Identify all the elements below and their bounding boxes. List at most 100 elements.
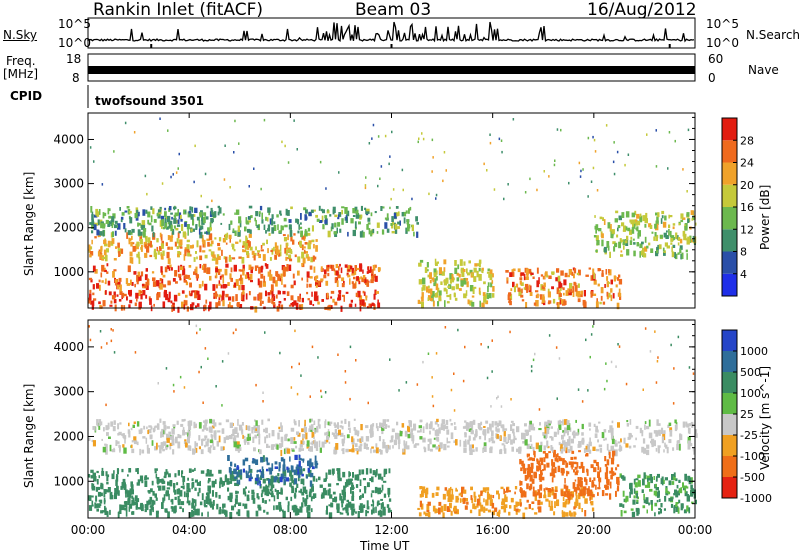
noise-left-tick-top: 10^5 — [58, 17, 91, 31]
power-echo — [483, 162, 485, 166]
power-echo — [118, 299, 122, 302]
velocity-echo — [167, 434, 170, 440]
power-echo — [392, 188, 395, 191]
power-echo — [662, 221, 667, 228]
power-echo — [179, 239, 183, 246]
power-echo — [377, 135, 380, 138]
power-echo — [275, 245, 279, 252]
power-echo — [573, 273, 575, 279]
velocity-echo — [567, 430, 569, 436]
velocity-echo — [284, 434, 287, 442]
velocity-echo — [342, 448, 345, 455]
velocity-echo — [626, 420, 629, 423]
power-echo — [260, 266, 263, 273]
power-echo — [608, 269, 610, 274]
velocity-echo — [565, 427, 568, 434]
velocity-echo — [690, 421, 694, 425]
power-echo — [178, 212, 182, 220]
velocity-echo — [246, 494, 250, 502]
velocity-echo — [658, 507, 662, 510]
velocity-echo — [574, 512, 577, 515]
power-echo — [215, 272, 218, 278]
power-echo — [167, 280, 171, 286]
velocity-echo — [148, 499, 152, 505]
power-echo — [161, 219, 165, 226]
velocity-echo — [159, 479, 162, 483]
velocity-echo — [422, 486, 426, 494]
velocity-echo — [570, 493, 573, 497]
velocity-echo — [173, 508, 176, 514]
power-echo — [272, 276, 276, 284]
power-echo — [338, 290, 342, 293]
velocity-echo — [218, 435, 221, 443]
power-echo — [250, 276, 252, 280]
power-echo — [117, 223, 121, 230]
power-echo — [456, 277, 460, 282]
velocity-echo — [655, 430, 659, 437]
power-echo — [267, 296, 270, 303]
velocity-echo — [176, 420, 179, 425]
velocity-echo — [510, 497, 514, 503]
velocity-echo — [349, 478, 353, 481]
velocity-echo — [379, 509, 382, 513]
velocity-echo — [375, 423, 378, 429]
velocity-echo — [115, 440, 118, 446]
power-echo — [163, 291, 167, 298]
velocity-echo — [346, 503, 350, 507]
velocity-echo — [161, 442, 164, 449]
velocity-echo — [657, 447, 660, 454]
power-echo — [321, 299, 324, 302]
power-echo — [435, 275, 438, 281]
nave-label: Nave — [748, 63, 779, 77]
velocity-echo — [310, 496, 313, 502]
power-echo — [89, 251, 94, 256]
velocity-echo — [116, 474, 118, 477]
velocity-echo — [649, 350, 652, 353]
power-echo — [244, 243, 248, 250]
power-echo — [590, 180, 593, 183]
power-echo — [427, 288, 432, 294]
velocity-echo — [558, 423, 562, 430]
velocity-echo — [311, 462, 314, 468]
velocity-echo — [233, 468, 237, 475]
power-echo — [262, 281, 266, 287]
freq-frame — [87, 53, 696, 82]
power-echo — [184, 210, 187, 214]
power-echo — [306, 291, 309, 295]
velocity-echo — [610, 360, 613, 364]
velocity-echo — [225, 435, 229, 440]
velocity-echo — [611, 420, 614, 424]
power-echo — [384, 134, 387, 138]
velocity-echo — [150, 426, 153, 430]
power-echo — [120, 219, 123, 223]
velocity-echo — [321, 441, 325, 448]
power-echo — [605, 124, 608, 127]
power-echo — [112, 271, 115, 278]
velocity-echo — [595, 462, 599, 466]
power-echo — [150, 206, 153, 210]
velocity-echo — [547, 488, 551, 493]
power-echo — [227, 304, 230, 308]
velocity-echo — [655, 487, 659, 491]
power-echo — [460, 280, 464, 287]
power-echo — [205, 216, 209, 220]
power-echo — [429, 297, 433, 302]
velocity-echo — [128, 430, 131, 438]
power-echo — [691, 217, 696, 221]
velocity-echo — [609, 493, 612, 500]
power-echo — [560, 299, 565, 304]
power-echo — [428, 192, 430, 196]
power-echo — [190, 228, 193, 232]
power-echo — [209, 222, 212, 228]
velocity-echo — [327, 429, 330, 432]
velocity-echo — [630, 508, 634, 511]
velocity-echo — [563, 484, 567, 489]
velocity-echo — [343, 435, 346, 441]
velocity-echo — [432, 444, 436, 448]
power-echo — [153, 219, 157, 223]
power-echo — [432, 156, 434, 159]
power-echo — [308, 283, 312, 288]
velocity-echo — [231, 475, 235, 480]
power-echo — [341, 209, 343, 215]
